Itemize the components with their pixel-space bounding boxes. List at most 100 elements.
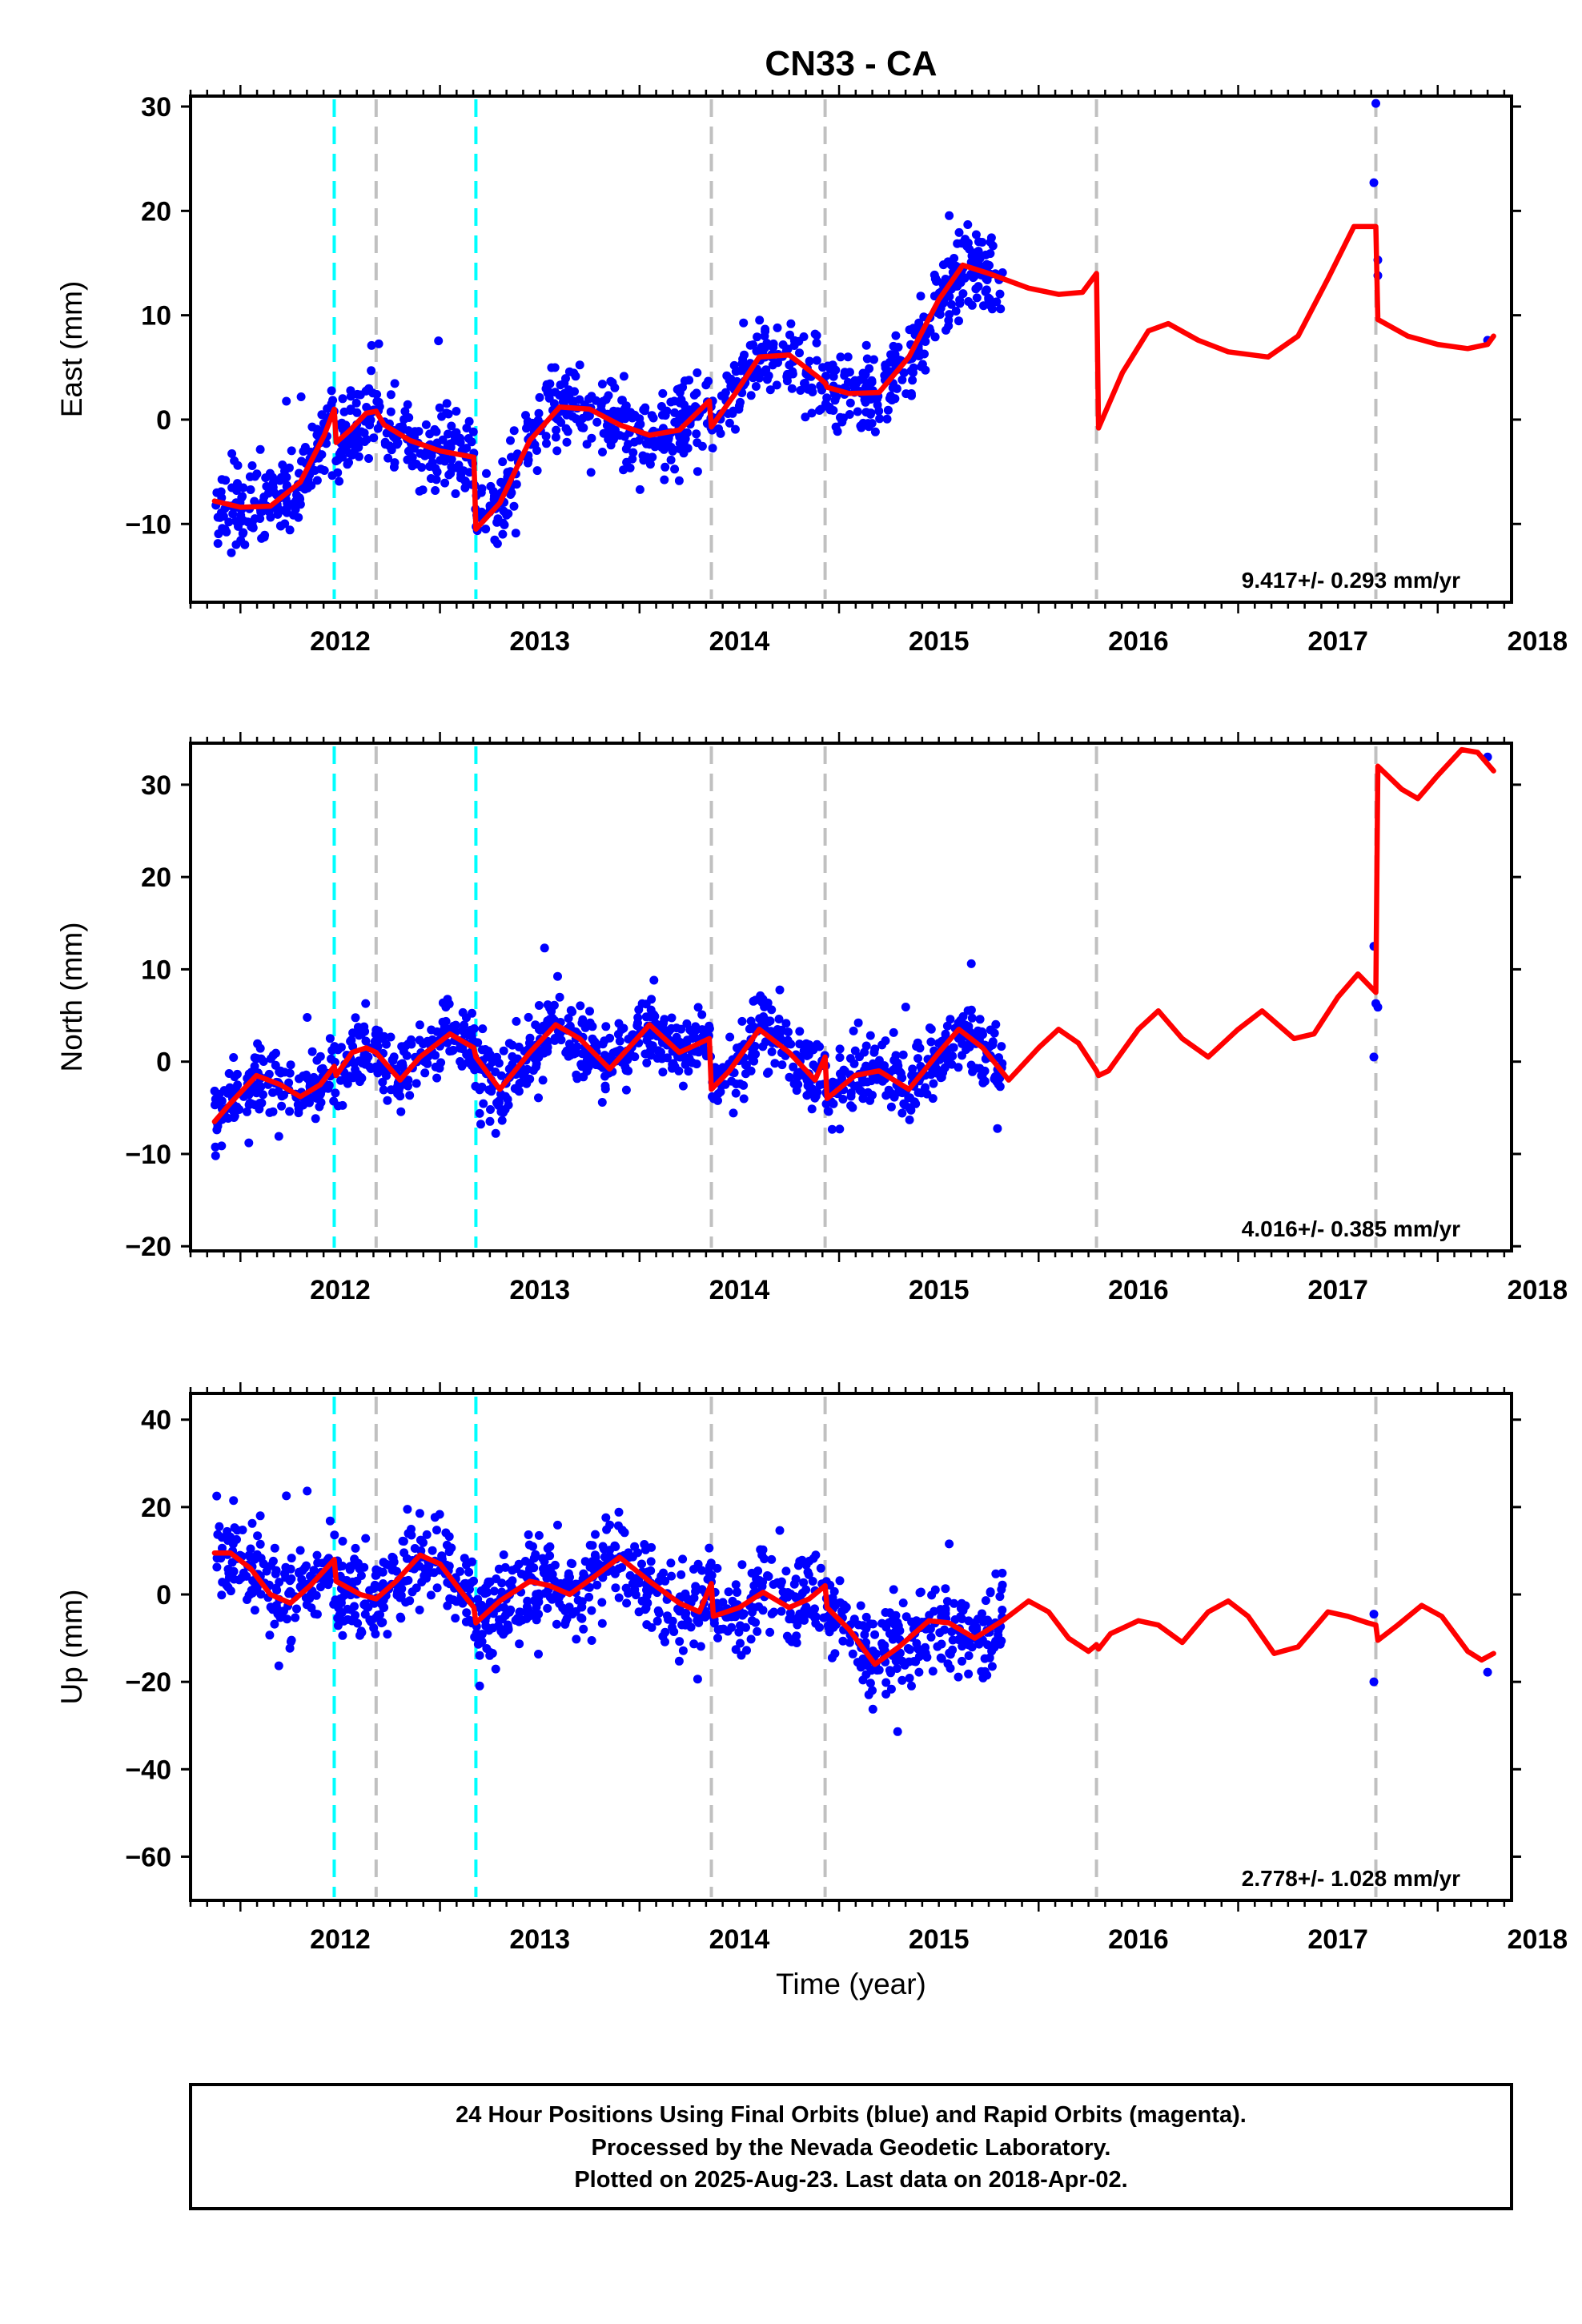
north-data-point <box>648 1008 657 1018</box>
up-data-point <box>272 1586 282 1595</box>
east-data-point <box>675 432 685 442</box>
up-data-point <box>958 1642 967 1651</box>
north-data-point <box>785 1072 794 1082</box>
east-data-point <box>622 457 632 467</box>
north-data-point <box>582 1055 592 1065</box>
up-data-point <box>646 1566 656 1575</box>
east-data-point <box>753 332 762 342</box>
up-data-point <box>497 1587 507 1597</box>
up-data-point <box>611 1583 620 1593</box>
up-data-point <box>958 1614 967 1623</box>
east-data-point <box>561 424 571 433</box>
north-data-point <box>274 1087 283 1096</box>
up-data-point <box>552 1619 561 1629</box>
up-data-point <box>856 1601 865 1610</box>
up-data-point <box>786 1590 796 1598</box>
east-data-point <box>460 483 470 493</box>
north-data-point <box>815 1042 824 1051</box>
east-data-point <box>582 440 592 449</box>
north-data-point <box>592 1060 601 1070</box>
east-data-point <box>786 319 796 328</box>
north-data-point <box>540 1048 548 1058</box>
up-data-point <box>256 1590 266 1599</box>
north-data-point <box>761 1037 770 1047</box>
up-data-point <box>948 1635 958 1645</box>
up-data-point <box>990 1638 1000 1647</box>
up-data-point <box>357 1628 367 1637</box>
up-data-point <box>351 1610 360 1620</box>
east-data-point <box>845 368 854 377</box>
up-data-point <box>981 1596 990 1606</box>
north-data-point <box>824 1107 833 1116</box>
north-data-point <box>926 1024 936 1034</box>
up-data-point <box>964 1640 974 1650</box>
north-data-point <box>584 1062 593 1072</box>
north-data-point <box>721 1080 730 1089</box>
east-data-point <box>805 356 814 366</box>
up-data-point <box>475 1651 484 1660</box>
north-data-point <box>793 1069 802 1079</box>
up-data-point <box>285 1643 295 1653</box>
up-data-point <box>697 1566 707 1575</box>
up-data-point <box>868 1686 877 1695</box>
up-data-point <box>271 1569 280 1578</box>
north-data-point <box>524 1012 533 1022</box>
east-data-point <box>511 529 520 538</box>
east-data-point <box>966 271 975 280</box>
up-data-point <box>218 1578 227 1587</box>
up-data-point <box>343 1604 352 1614</box>
up-data-point <box>216 1554 226 1563</box>
east-data-point <box>352 433 362 443</box>
east-x-tick-label: 2017 <box>1307 626 1368 657</box>
up-data-point <box>325 1516 335 1526</box>
north-data-point <box>467 1029 476 1039</box>
east-data-point <box>986 237 995 247</box>
up-data-point <box>491 1664 500 1674</box>
east-data-point <box>285 525 295 535</box>
east-data-point <box>344 458 353 467</box>
east-data-point <box>920 349 929 359</box>
up-data-point <box>974 1614 982 1624</box>
up-data-point <box>584 1592 594 1602</box>
up-data-point <box>282 1491 291 1501</box>
north-data-point <box>210 1086 219 1096</box>
up-data-point <box>605 1551 615 1561</box>
up-data-point <box>379 1579 387 1588</box>
east-data-point <box>661 462 670 472</box>
up-data-point <box>922 1652 932 1662</box>
north-data-point <box>846 1092 856 1101</box>
up-data-point <box>523 1596 532 1606</box>
north-data-point <box>928 1094 938 1104</box>
up-data-point <box>252 1550 262 1559</box>
north-data-point <box>978 1071 987 1080</box>
up-data-point <box>861 1612 871 1622</box>
north-data-point <box>681 1057 691 1067</box>
north-data-point <box>427 1025 436 1035</box>
north-data-point <box>423 1036 432 1046</box>
north-data-point <box>378 1077 387 1087</box>
north-data-point <box>415 1035 424 1045</box>
up-data-point <box>789 1614 798 1624</box>
up-data-point <box>515 1639 524 1649</box>
east-data-point <box>592 417 602 427</box>
east-data-point <box>442 399 452 408</box>
up-data-point <box>964 1651 974 1660</box>
north-data-point <box>869 1047 879 1057</box>
north-data-point <box>601 1022 611 1031</box>
up-data-point <box>954 1672 963 1682</box>
east-data-point <box>666 455 676 464</box>
up-data-point <box>733 1588 741 1597</box>
east-data-point <box>658 388 668 398</box>
north-data-point <box>835 1124 845 1134</box>
east-data-point <box>785 360 794 370</box>
up-data-point <box>637 1559 646 1569</box>
east-data-point <box>861 408 871 417</box>
east-data-point <box>218 524 227 533</box>
east-data-point <box>247 461 257 470</box>
east-data-point <box>362 403 371 412</box>
north-data-point <box>846 1101 856 1111</box>
up-data-point <box>928 1667 938 1676</box>
east-data-point <box>259 533 269 542</box>
up-x-tick-label: 2012 <box>310 1924 371 1955</box>
north-data-point <box>476 1120 485 1129</box>
